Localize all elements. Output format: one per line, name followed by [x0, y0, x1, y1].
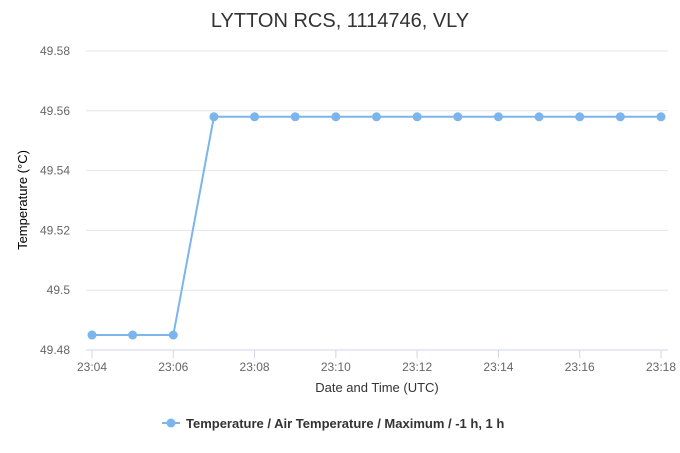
series-line	[92, 115, 661, 336]
x-tick-label: 23:06	[158, 360, 188, 374]
legend[interactable]: Temperature / Air Temperature / Maximum …	[162, 416, 504, 431]
x-tick-label: 23:18	[646, 360, 676, 374]
y-axis-title: Temperature (°C)	[15, 150, 30, 250]
x-tick-label: 23:10	[321, 360, 351, 374]
y-tick-label: 49.52	[40, 223, 70, 237]
y-tick-label: 49.58	[40, 44, 70, 58]
x-tick-label: 23:12	[402, 360, 432, 374]
y-tick-label: 49.54	[40, 164, 70, 178]
y-tick-label: 49.5	[47, 283, 71, 297]
data-point[interactable]	[615, 112, 625, 122]
gridlines	[86, 50, 668, 291]
y-tick-label: 49.48	[40, 343, 70, 357]
data-point[interactable]	[290, 112, 300, 122]
legend-label: Temperature / Air Temperature / Maximum …	[186, 416, 504, 431]
data-point[interactable]	[250, 112, 260, 122]
x-tick-label: 23:16	[565, 360, 595, 374]
chart-title: LYTTON RCS, 1114746, VLY	[211, 10, 469, 32]
data-point[interactable]	[575, 112, 585, 122]
x-axis: 23:04 23:06 23:08 23:10 23:12 23:14 23:16 23:18	[77, 349, 676, 374]
data-point[interactable]	[656, 112, 666, 122]
data-point[interactable]	[87, 330, 97, 340]
x-tick-label: 23:04	[77, 360, 107, 374]
data-point[interactable]	[534, 112, 544, 122]
data-point[interactable]	[372, 112, 381, 122]
data-point[interactable]	[412, 112, 422, 122]
plot-area	[87, 112, 666, 340]
data-point[interactable]	[331, 112, 341, 122]
data-point[interactable]	[493, 112, 503, 122]
data-point[interactable]	[453, 112, 463, 122]
data-point[interactable]	[209, 112, 219, 122]
y-axis-ticks: 49.48 49.5 49.52 49.54 49.56 49.58	[40, 44, 70, 357]
y-tick-label: 49.56	[40, 104, 70, 118]
x-axis-title: Date and Time (UTC)	[315, 380, 439, 395]
data-point[interactable]	[128, 330, 138, 340]
x-tick-label: 23:08	[240, 360, 270, 374]
legend-marker	[166, 418, 176, 428]
data-point[interactable]	[168, 330, 178, 340]
x-tick-label: 23:14	[483, 360, 513, 374]
